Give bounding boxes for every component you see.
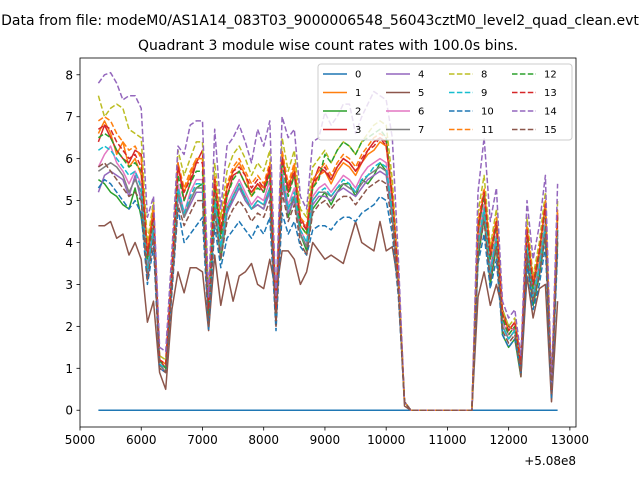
series-line-14 bbox=[97, 71, 559, 411]
series-line-9 bbox=[97, 145, 559, 411]
y-tick-label: 4 bbox=[65, 236, 73, 250]
x-tick-label: 7000 bbox=[187, 433, 218, 447]
y-tick-label: 0 bbox=[65, 404, 73, 418]
y-tick-label: 1 bbox=[65, 362, 73, 376]
y-tick-label: 8 bbox=[65, 68, 73, 82]
series-layer bbox=[97, 71, 559, 411]
x-tick-label: 12000 bbox=[490, 433, 528, 447]
x-tick-label: 10000 bbox=[367, 433, 405, 447]
chart-title: Quadrant 3 module wise count rates with … bbox=[138, 38, 518, 54]
legend-label-8: 8 bbox=[481, 70, 487, 81]
legend-label-0: 0 bbox=[355, 70, 361, 81]
legend-label-3: 3 bbox=[355, 125, 361, 136]
series-line-12 bbox=[97, 128, 559, 411]
figure-suptitle: Data from file: modeM0/AS1A14_083T03_900… bbox=[1, 13, 639, 29]
legend-label-2: 2 bbox=[355, 107, 361, 118]
x-tick-label: 13000 bbox=[551, 433, 589, 447]
legend-label-7: 7 bbox=[418, 125, 424, 136]
legend-label-11: 11 bbox=[481, 125, 494, 136]
legend-label-6: 6 bbox=[418, 107, 424, 118]
legend-label-12: 12 bbox=[544, 70, 557, 81]
legend-label-5: 5 bbox=[418, 88, 424, 99]
legend-label-13: 13 bbox=[544, 88, 557, 99]
y-tick-label: 3 bbox=[65, 278, 73, 292]
y-tick-label: 5 bbox=[65, 194, 73, 208]
x-tick-label: 9000 bbox=[310, 433, 341, 447]
legend-label-9: 9 bbox=[481, 88, 487, 99]
y-tick-label: 2 bbox=[65, 320, 73, 334]
x-tick-label: 11000 bbox=[428, 433, 466, 447]
x-offset-label: +5.08e8 bbox=[524, 454, 576, 468]
series-line-15 bbox=[97, 162, 559, 411]
legend-label-4: 4 bbox=[418, 70, 424, 81]
legend-label-14: 14 bbox=[544, 107, 557, 118]
legend-label-10: 10 bbox=[481, 107, 494, 118]
x-tick-label: 8000 bbox=[248, 433, 279, 447]
x-tick-label: 6000 bbox=[126, 433, 157, 447]
y-tick-label: 7 bbox=[65, 110, 73, 124]
axes: 5000 6000 7000 8000 9000 10000 11000 12000 13000… bbox=[65, 57, 589, 468]
y-tick-label: 6 bbox=[65, 152, 73, 166]
legend-label-1: 1 bbox=[355, 88, 361, 99]
legend-label-15: 15 bbox=[544, 125, 557, 136]
series-line-5 bbox=[98, 220, 559, 411]
x-tick-label: 5000 bbox=[65, 433, 96, 447]
legend-box bbox=[317, 63, 573, 141]
